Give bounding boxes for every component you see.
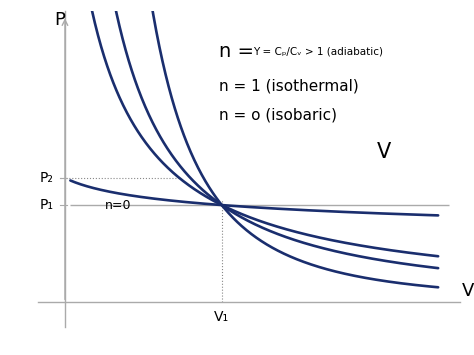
Text: n =: n = [219, 42, 255, 61]
Text: n=0: n=0 [105, 199, 131, 212]
Text: V₁: V₁ [214, 310, 229, 324]
Text: V: V [462, 282, 474, 300]
Text: P₁: P₁ [39, 198, 54, 212]
Text: P: P [54, 11, 65, 29]
Text: n = o (isobaric): n = o (isobaric) [219, 108, 337, 122]
Text: n = 1 (isothermal): n = 1 (isothermal) [219, 79, 359, 94]
Text: V: V [377, 142, 391, 162]
Text: Y = Cₚ/Cᵥ > 1 (adiabatic): Y = Cₚ/Cᵥ > 1 (adiabatic) [253, 47, 383, 57]
Text: P₂: P₂ [40, 171, 54, 185]
